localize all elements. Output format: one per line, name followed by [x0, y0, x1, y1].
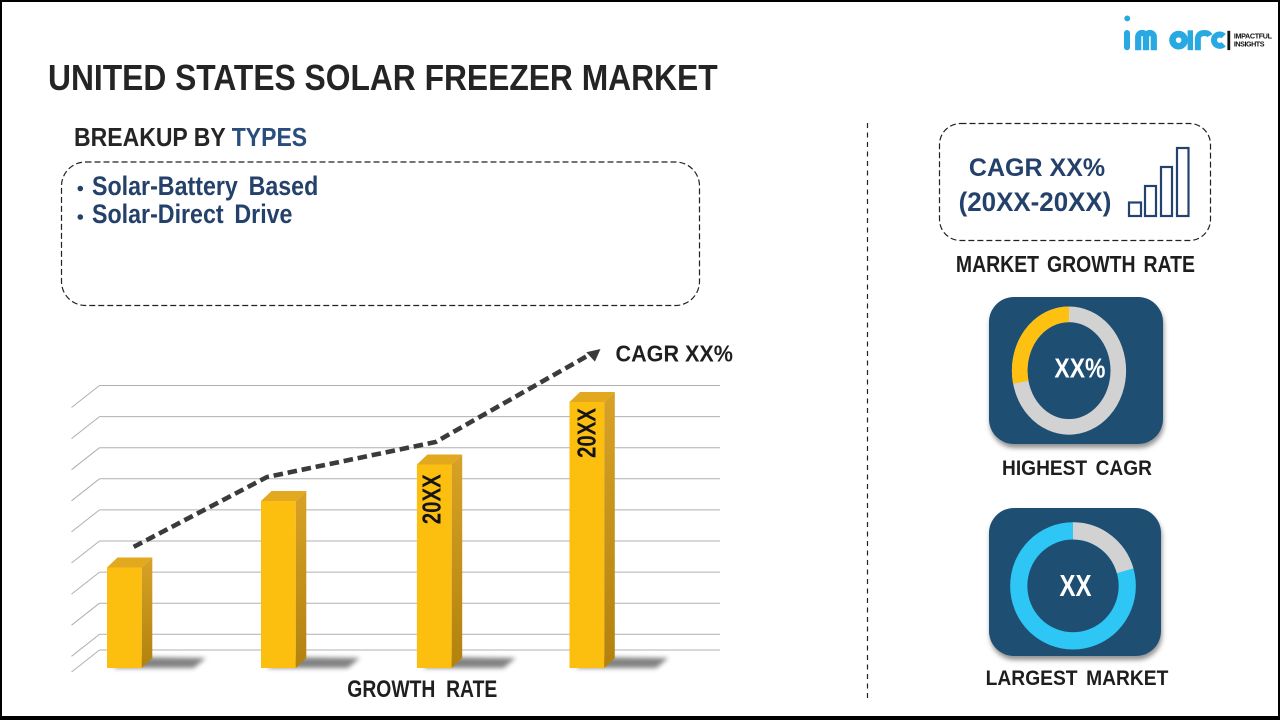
- svg-text:XX%: XX%: [1054, 353, 1105, 384]
- svg-text:CAGR XX%: CAGR XX%: [616, 341, 734, 367]
- svg-text:GROWTH RATE: GROWTH RATE: [347, 676, 497, 703]
- svg-text:INSIGHTS: INSIGHTS: [1234, 39, 1265, 48]
- svg-text:20XX: 20XX: [419, 474, 447, 524]
- svg-text:20XX: 20XX: [574, 408, 602, 458]
- svg-text:XX: XX: [1060, 568, 1092, 603]
- svg-text:IMPACTFUL: IMPACTFUL: [1234, 31, 1273, 40]
